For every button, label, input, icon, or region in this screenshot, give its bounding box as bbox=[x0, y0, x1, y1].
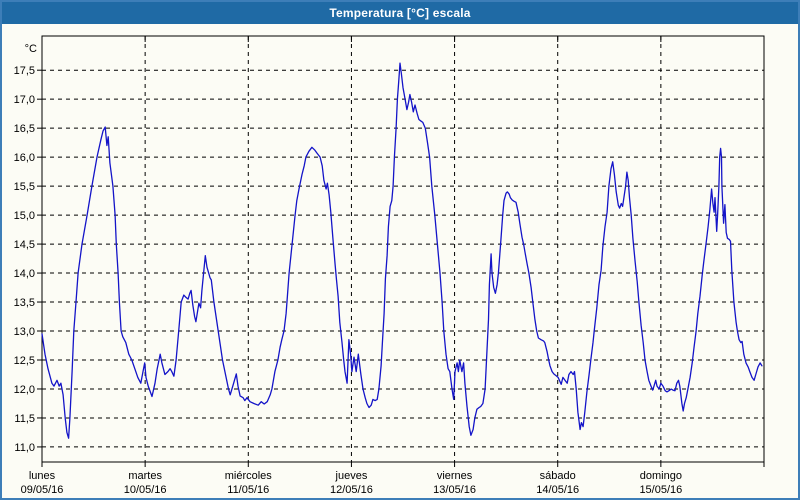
y-tick-label: 13,5 bbox=[14, 297, 35, 309]
y-tick-label: 14,5 bbox=[14, 239, 35, 251]
y-tick-label: 14,0 bbox=[14, 268, 35, 280]
plot-frame bbox=[41, 35, 765, 463]
title-bar: Temperatura [°C] escala bbox=[2, 2, 798, 24]
x-day-label: jueves bbox=[335, 470, 368, 482]
window-title: Temperatura [°C] escala bbox=[329, 6, 471, 20]
y-tick-label: 12,0 bbox=[14, 384, 35, 396]
x-day-label: domingo bbox=[640, 470, 682, 482]
y-tick-label: 11,0 bbox=[14, 442, 35, 454]
y-axis-unit-label: °C bbox=[25, 43, 37, 55]
x-date-label: 10/05/16 bbox=[124, 484, 167, 496]
x-day-label: miércoles bbox=[225, 470, 273, 482]
x-day-label: lunes bbox=[29, 470, 56, 482]
y-tick-label: 13,0 bbox=[14, 326, 35, 338]
x-date-label: 12/05/16 bbox=[330, 484, 373, 496]
y-tick-label: 16,0 bbox=[14, 152, 35, 164]
y-tick-label: 11,5 bbox=[14, 413, 35, 425]
y-tick-label: 16,5 bbox=[14, 123, 35, 135]
x-day-label: sábado bbox=[540, 470, 576, 482]
x-date-label: 13/05/16 bbox=[433, 484, 476, 496]
y-tick-label: 15,0 bbox=[14, 210, 35, 222]
x-date-label: 09/05/16 bbox=[21, 484, 64, 496]
x-date-label: 11/05/16 bbox=[227, 484, 269, 496]
temperature-line bbox=[41, 62, 763, 439]
x-day-label: viernes bbox=[437, 470, 473, 482]
x-date-label: 15/05/16 bbox=[639, 484, 682, 496]
x-date-label: 14/05/16 bbox=[536, 484, 579, 496]
y-tick-label: 17,0 bbox=[14, 94, 35, 106]
y-tick-label: 17,5 bbox=[14, 65, 35, 77]
x-day-label: martes bbox=[128, 470, 162, 482]
y-tick-label: 15,5 bbox=[14, 181, 35, 193]
y-tick-label: 12,5 bbox=[14, 355, 35, 367]
